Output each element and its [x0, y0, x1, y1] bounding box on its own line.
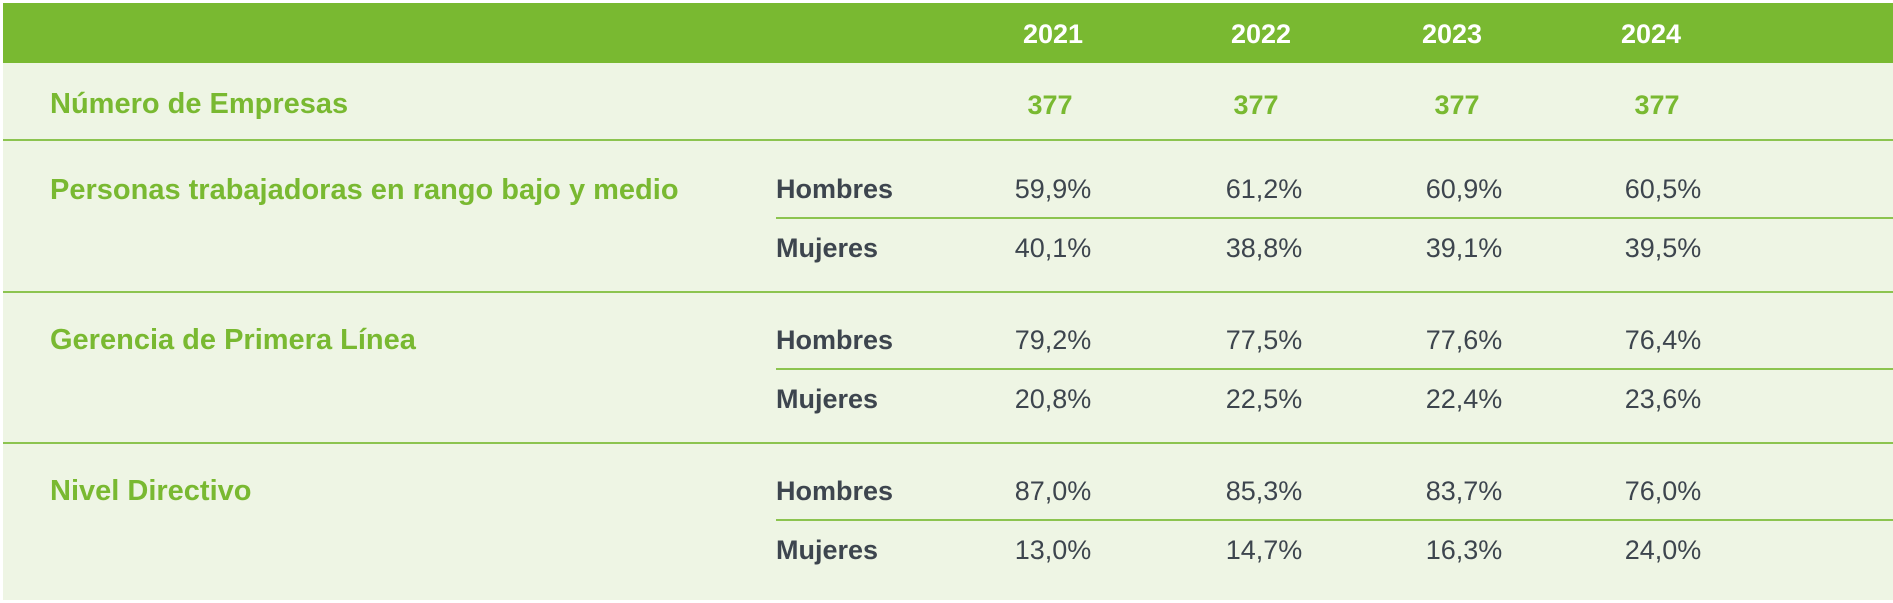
cell-g2-hombres-2021: 79,2%: [1014, 325, 1092, 355]
cell-g2-hombres-2022: 77,5%: [1225, 325, 1303, 355]
subrow-label-hombres: Hombres: [776, 174, 894, 204]
cell-g2-mujeres-2021: 20,8%: [1014, 384, 1092, 414]
subrow-label-hombres: Hombres: [776, 325, 894, 355]
cell-g2-mujeres-2024: 23,6%: [1624, 384, 1702, 414]
table-header: 2021 2022 2023 2024: [3, 3, 1893, 63]
cell-empresas-2022: 377: [1233, 90, 1279, 120]
cell-g1-mujeres-2022: 38,8%: [1225, 233, 1303, 263]
cell-g1-mujeres-2021: 40,1%: [1014, 233, 1092, 263]
cell-g3-hombres-2021: 87,0%: [1014, 476, 1092, 506]
header-year-2023: 2023: [1421, 19, 1483, 49]
cell-g3-hombres-2024: 76,0%: [1624, 476, 1702, 506]
group-label-rango-bajo-medio: Personas trabajadoras en rango bajo y me…: [50, 174, 679, 206]
group-label-nivel-directivo: Nivel Directivo: [50, 475, 252, 507]
cell-g1-mujeres-2023: 39,1%: [1425, 233, 1503, 263]
subrow-divider: [776, 368, 1893, 370]
cell-g3-mujeres-2023: 16,3%: [1425, 535, 1503, 565]
cell-g1-hombres-2021: 59,9%: [1014, 174, 1092, 204]
cell-g2-mujeres-2023: 22,4%: [1425, 384, 1503, 414]
subrow-divider: [776, 519, 1893, 521]
cell-g3-hombres-2022: 85,3%: [1225, 476, 1303, 506]
row-label-empresas: Número de Empresas: [50, 88, 349, 120]
group-label-gerencia: Gerencia de Primera Línea: [50, 324, 416, 356]
cell-empresas-2024: 377: [1634, 90, 1680, 120]
subrow-label-hombres: Hombres: [776, 476, 894, 506]
header-year-2024: 2024: [1620, 19, 1682, 49]
cell-g3-hombres-2023: 83,7%: [1425, 476, 1503, 506]
cell-g2-hombres-2024: 76,4%: [1624, 325, 1702, 355]
subrow-label-mujeres: Mujeres: [776, 233, 879, 263]
cell-empresas-2021: 377: [1027, 90, 1073, 120]
header-year-2022: 2022: [1230, 19, 1292, 49]
cell-g3-mujeres-2024: 24,0%: [1624, 535, 1702, 565]
cell-empresas-2023: 377: [1434, 90, 1480, 120]
data-table: 2021 2022 2023 2024 Número de Empresas 3…: [3, 3, 1893, 600]
row-divider: [3, 442, 1893, 444]
subrow-label-mujeres: Mujeres: [776, 535, 879, 565]
cell-g1-hombres-2022: 61,2%: [1225, 174, 1303, 204]
cell-g3-mujeres-2021: 13,0%: [1014, 535, 1092, 565]
subrow-label-mujeres: Mujeres: [776, 384, 879, 414]
cell-g2-hombres-2023: 77,6%: [1425, 325, 1503, 355]
cell-g1-mujeres-2024: 39,5%: [1624, 233, 1702, 263]
cell-g1-hombres-2023: 60,9%: [1425, 174, 1503, 204]
header-year-2021: 2021: [1022, 19, 1084, 49]
subrow-divider: [776, 217, 1893, 219]
row-divider: [3, 291, 1893, 293]
cell-g1-hombres-2024: 60,5%: [1624, 174, 1702, 204]
cell-g3-mujeres-2022: 14,7%: [1225, 535, 1303, 565]
cell-g2-mujeres-2022: 22,5%: [1225, 384, 1303, 414]
row-divider: [3, 139, 1893, 141]
